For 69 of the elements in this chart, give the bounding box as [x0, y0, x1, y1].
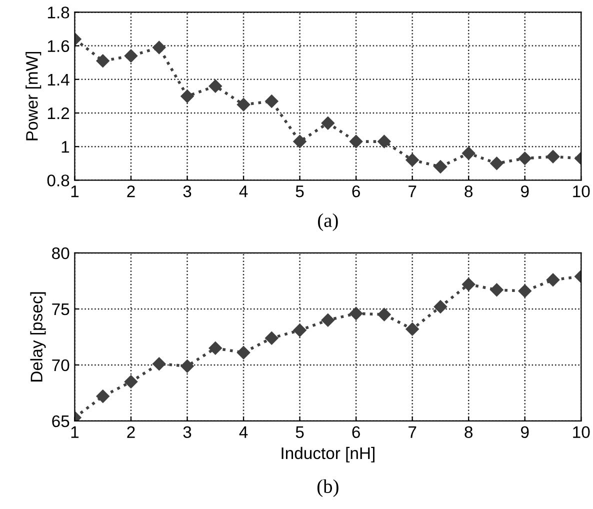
y-axis-title: Power [mW]: [26, 52, 42, 140]
point: [236, 98, 250, 112]
point: [434, 160, 448, 174]
text: (a): [318, 213, 338, 231]
x-tick-label: 2: [127, 185, 135, 198]
text: (b): [317, 479, 338, 497]
x-tick-label: 1: [71, 426, 79, 438]
point: [124, 375, 138, 388]
x-tick-label: 4: [239, 186, 248, 198]
y-tick-label: 1.8: [48, 6, 70, 18]
y-tick-label: 65: [52, 415, 70, 428]
y-tick-label: 70: [52, 359, 70, 372]
x-axis-title: Inductor [nH]: [282, 446, 374, 462]
x-tick-label: 3: [183, 426, 192, 438]
point: [96, 390, 110, 403]
x-tick-label: 6: [352, 426, 360, 438]
x-tick-label: 3: [183, 185, 192, 198]
point: [152, 40, 166, 54]
point: [180, 90, 194, 103]
point: [265, 331, 278, 345]
point: [518, 284, 532, 298]
x-tick-label: 7: [408, 186, 416, 198]
x-tick-label: 9: [521, 185, 529, 198]
x-tick-label: 6: [352, 185, 360, 198]
point: [321, 314, 335, 327]
point: [518, 152, 532, 165]
point: [434, 300, 448, 314]
x-tick-label: 10: [573, 185, 590, 198]
y-tick-label: 1.6: [48, 40, 70, 52]
point: [208, 342, 222, 355]
x-tick-label: 5: [296, 186, 304, 198]
y-axis-title: Delay [psec]: [30, 292, 46, 382]
point: [208, 80, 222, 93]
y-tick-label: 80: [52, 247, 70, 260]
point: [293, 134, 306, 148]
point: [378, 308, 391, 322]
y-tick-label: 75: [52, 304, 70, 316]
point: [349, 134, 363, 148]
point: [406, 153, 419, 167]
y-tick-label: 0.8: [47, 174, 70, 186]
x-tick-label: 1: [71, 186, 79, 198]
x-tick-label: 10: [573, 426, 590, 438]
point: [406, 322, 419, 336]
point: [152, 357, 166, 370]
point: [546, 150, 560, 164]
point: [378, 134, 391, 148]
point: [321, 116, 335, 130]
point: [349, 306, 363, 320]
point: [236, 346, 250, 360]
point: [462, 278, 476, 291]
point: [490, 283, 504, 297]
y-tick-label: 1.2: [48, 107, 70, 120]
point: [96, 54, 110, 68]
point: [293, 324, 306, 337]
x-tick-label: 5: [296, 426, 304, 438]
point: [124, 49, 138, 62]
point: [265, 94, 278, 108]
x-tick-label: 7: [408, 426, 416, 438]
x-tick-label: 8: [464, 426, 473, 438]
point: [180, 359, 194, 373]
x-tick-label: 2: [127, 426, 135, 438]
y-tick-label: 1: [62, 141, 70, 153]
x-tick-label: 9: [521, 426, 529, 438]
point: [462, 146, 476, 160]
point: [490, 156, 504, 170]
point: [546, 273, 560, 286]
x-tick-label: 8: [464, 185, 473, 198]
y-tick-label: 1.4: [48, 74, 70, 86]
x-tick-label: 4: [239, 426, 248, 438]
